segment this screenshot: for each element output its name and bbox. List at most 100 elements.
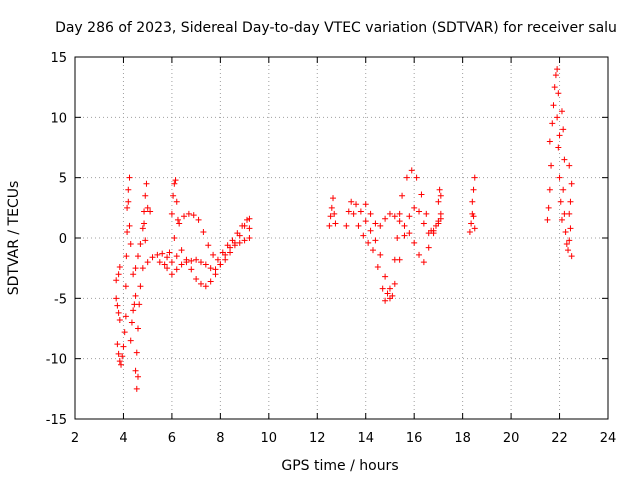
data-point	[166, 249, 173, 256]
x-tick-label: 2	[71, 431, 79, 446]
data-point	[357, 208, 364, 215]
data-point	[544, 216, 551, 223]
data-point	[554, 114, 561, 121]
data-point	[332, 220, 339, 227]
data-point	[326, 222, 333, 229]
data-point	[173, 266, 180, 273]
data-point	[331, 210, 338, 217]
data-point	[470, 213, 477, 220]
data-point	[558, 108, 565, 115]
data-point	[115, 309, 122, 316]
data-point	[389, 292, 396, 299]
data-point	[555, 144, 562, 151]
x-tick-label: 8	[216, 431, 224, 446]
data-point	[132, 367, 139, 374]
data-point	[416, 251, 423, 258]
data-point	[113, 295, 120, 302]
data-point	[173, 198, 180, 205]
data-point	[142, 192, 149, 199]
data-point	[565, 247, 572, 254]
data-point	[560, 126, 567, 133]
data-point	[391, 280, 398, 287]
data-point	[423, 210, 430, 217]
data-point	[168, 271, 175, 278]
x-tick-label: 20	[503, 431, 520, 446]
data-point	[406, 213, 413, 220]
data-point	[355, 222, 362, 229]
data-point	[471, 174, 478, 181]
data-point	[139, 225, 146, 232]
data-point	[125, 198, 132, 205]
x-axis-label: GPS time / hours	[281, 458, 398, 474]
data-point	[183, 259, 190, 266]
data-point	[470, 186, 477, 193]
data-point	[437, 192, 444, 199]
data-point	[133, 385, 140, 392]
data-point	[430, 230, 437, 237]
data-point	[193, 256, 200, 263]
data-point	[391, 213, 398, 220]
data-point	[134, 325, 141, 332]
data-point	[197, 259, 204, 266]
data-point	[132, 265, 139, 272]
data-point	[408, 167, 415, 174]
data-point	[147, 208, 154, 215]
data-point	[567, 225, 574, 232]
data-point	[123, 253, 130, 260]
data-point	[550, 102, 557, 109]
data-point	[425, 244, 432, 251]
data-point	[362, 218, 369, 225]
data-point	[136, 301, 143, 308]
data-point	[469, 198, 476, 205]
data-point	[384, 290, 391, 297]
data-point	[379, 285, 386, 292]
data-point	[174, 216, 181, 223]
data-point	[561, 156, 568, 163]
x-tick-label: 16	[406, 431, 423, 446]
data-point	[418, 191, 425, 198]
data-point	[141, 208, 148, 215]
gridlines	[75, 57, 608, 419]
chart-title: Day 286 of 2023, Sidereal Day-to-day VTE…	[55, 20, 617, 36]
data-point	[566, 162, 573, 169]
data-point	[222, 256, 229, 263]
data-point	[159, 250, 166, 257]
data-point	[420, 259, 427, 266]
x-tick-label: 12	[309, 431, 326, 446]
data-point	[401, 232, 408, 239]
data-point	[127, 337, 134, 344]
data-point	[401, 222, 408, 229]
data-point	[121, 329, 128, 336]
data-point	[143, 180, 150, 187]
data-point	[168, 259, 175, 266]
data-point	[396, 210, 403, 217]
data-point	[210, 251, 217, 258]
data-point	[558, 216, 565, 223]
data-point	[411, 239, 418, 246]
data-point	[156, 259, 163, 266]
data-point	[548, 162, 555, 169]
y-tick-label: 10	[50, 111, 67, 126]
data-point	[116, 358, 123, 365]
data-point	[125, 186, 132, 193]
data-point	[236, 239, 243, 246]
data-point	[546, 186, 553, 193]
y-tick-label: 0	[59, 232, 67, 247]
data-point	[362, 201, 369, 208]
data-point	[205, 242, 212, 249]
data-point	[116, 317, 123, 324]
x-tick-label: 6	[168, 431, 176, 446]
data-point	[328, 204, 335, 211]
data-point	[229, 237, 236, 244]
data-point	[122, 313, 129, 320]
data-point	[190, 212, 197, 219]
data-point	[130, 307, 137, 314]
data-point	[556, 174, 563, 181]
data-point	[181, 213, 188, 220]
data-point	[468, 220, 475, 227]
x-tick-label: 14	[357, 431, 374, 446]
data-point	[367, 210, 374, 217]
data-point	[563, 241, 570, 248]
data-point	[164, 254, 171, 261]
